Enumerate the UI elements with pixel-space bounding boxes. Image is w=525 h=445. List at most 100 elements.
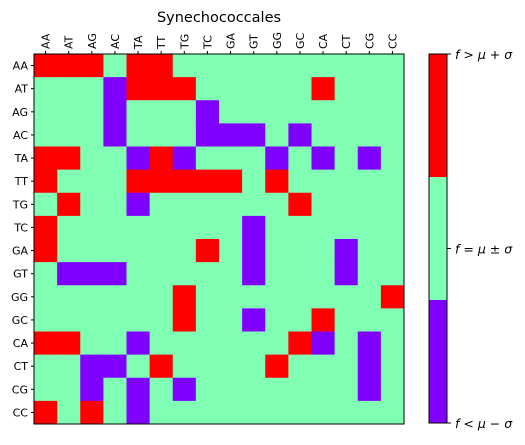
heatmap-cell: [57, 377, 81, 402]
heatmap-cell: [103, 169, 127, 194]
heatmap-cell: [103, 400, 127, 425]
heatmap-cell: [34, 192, 58, 217]
heatmap-cell: [126, 308, 151, 332]
row-label: AT: [15, 83, 29, 96]
heatmap-cell: [311, 331, 336, 356]
heatmap-cell: [195, 192, 220, 217]
heatmap-cell: [357, 377, 382, 402]
heatmap-cell: [288, 77, 312, 101]
heatmap-cell: [126, 54, 151, 78]
heatmap-cell: [357, 285, 382, 309]
heatmap-cell: [34, 77, 58, 101]
heatmap-cell: [195, 77, 220, 101]
colorbar-segment: [429, 177, 447, 301]
heatmap-cell: [357, 400, 382, 425]
heatmap-cell: [334, 262, 359, 286]
heatmap-cell: [80, 100, 104, 124]
heatmap-cell: [34, 146, 58, 171]
heatmap-cell: [149, 123, 174, 147]
heatmap-cell: [242, 192, 266, 217]
heatmap-cell: [242, 400, 266, 425]
heatmap-cell: [242, 308, 266, 332]
heatmap-cell: [149, 308, 174, 332]
heatmap-cell: [265, 239, 289, 263]
heatmap-cell: [357, 308, 382, 332]
heatmap-cell: [126, 354, 151, 379]
column-label: GC: [294, 32, 307, 49]
heatmap-cell: [219, 100, 243, 124]
heatmap-cell: [57, 262, 81, 286]
heatmap-cell: [357, 146, 382, 171]
heatmap-cell: [149, 215, 174, 240]
heatmap-cell: [265, 354, 289, 379]
heatmap-cell: [195, 285, 220, 309]
heatmap-cell: [311, 354, 336, 379]
heatmap-cell: [357, 262, 382, 286]
heatmap-cell: [195, 308, 220, 332]
heatmap-cell: [57, 308, 81, 332]
heatmap-cell: [311, 123, 336, 147]
heatmap-cell: [103, 215, 127, 240]
heatmap-cell: [80, 77, 104, 101]
heatmap-cell: [288, 192, 312, 217]
heatmap-cell: [149, 169, 174, 194]
colorbar-segment: [429, 300, 447, 424]
heatmap-cell: [80, 377, 104, 402]
heatmap-cell: [34, 354, 58, 379]
heatmap-cell: [195, 377, 220, 402]
heatmap-cell: [57, 169, 81, 194]
row-label: AG: [12, 106, 28, 119]
heatmap-cell: [288, 146, 312, 171]
heatmap-cell: [195, 169, 220, 194]
heatmap-cell: [219, 262, 243, 286]
row-label: CT: [14, 360, 29, 373]
row-label: TG: [12, 198, 28, 211]
heatmap-cell: [80, 123, 104, 147]
column-label: TC: [201, 35, 214, 50]
heatmap-cell: [288, 239, 312, 263]
heatmap-cell: [149, 354, 174, 379]
heatmap-cell: [103, 146, 127, 171]
heatmap-cell: [172, 77, 197, 101]
heatmap-cell: [265, 100, 289, 124]
heatmap-cell: [126, 262, 151, 286]
heatmap-cell: [265, 308, 289, 332]
heatmap-cell: [172, 123, 197, 147]
heatmap-cell: [172, 331, 197, 356]
column-label: CT: [340, 34, 353, 49]
heatmap-cell: [265, 285, 289, 309]
heatmap-cell: [311, 308, 336, 332]
heatmap-cell: [195, 215, 220, 240]
heatmap-cell: [357, 215, 382, 240]
heatmap-cell: [311, 77, 336, 101]
heatmap-cell: [57, 331, 81, 356]
heatmap-cell: [80, 169, 104, 194]
heatmap-cell: [311, 100, 336, 124]
colorbar-frame: [428, 53, 448, 424]
heatmap-cell: [126, 215, 151, 240]
heatmap-cell: [195, 100, 220, 124]
heatmap-cell: [80, 285, 104, 309]
heatmap-cell: [126, 400, 151, 425]
heatmap-cell: [334, 377, 359, 402]
heatmap-cell: [80, 54, 104, 78]
heatmap-cell: [103, 377, 127, 402]
heatmap-cell: [242, 169, 266, 194]
heatmap-cell: [103, 331, 127, 356]
row-label: GT: [13, 268, 28, 281]
heatmap-frame: [33, 53, 405, 425]
colorbar-label: f > μ + σ: [455, 47, 513, 62]
heatmap-cell: [242, 262, 266, 286]
heatmap-cell: [149, 77, 174, 101]
heatmap-cell: [172, 215, 197, 240]
heatmap-cell: [311, 54, 336, 78]
heatmap-cell: [311, 377, 336, 402]
row-label: TT: [14, 175, 29, 188]
heatmap-cell: [57, 54, 81, 78]
heatmap-cell: [103, 100, 127, 124]
heatmap-cell: [80, 146, 104, 171]
heatmap-cell: [242, 239, 266, 263]
heatmap-cell: [265, 262, 289, 286]
heatmap-cell: [195, 54, 220, 78]
heatmap-cell: [103, 308, 127, 332]
